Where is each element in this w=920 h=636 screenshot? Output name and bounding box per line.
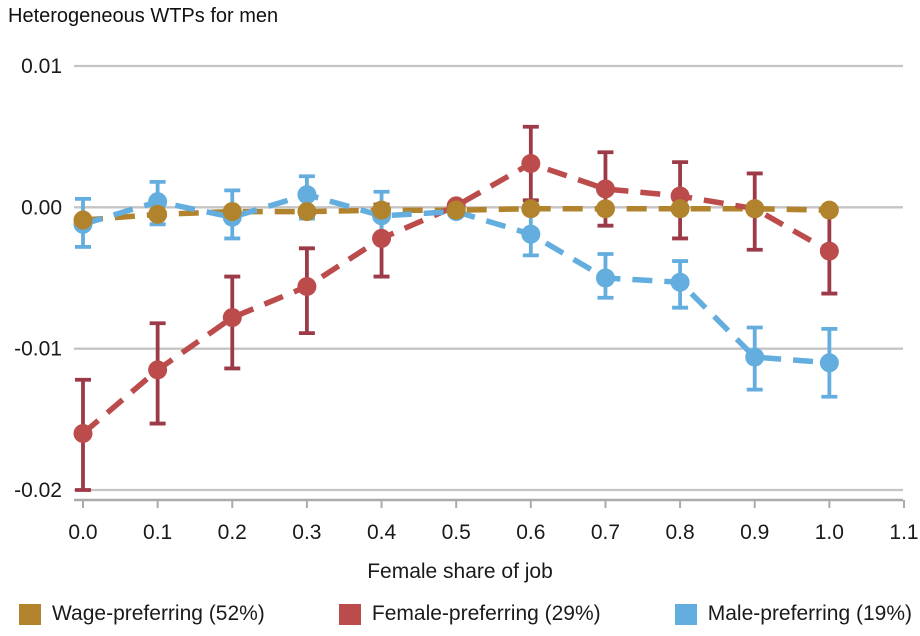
- error-bars: [75, 124, 838, 492]
- y-tick-label: -0.02: [14, 479, 62, 502]
- data-point-marker: [670, 199, 690, 219]
- data-point-marker: [73, 423, 93, 443]
- plot-area: 0.010.00-0.01-0.020.0 0.1 0.2 0.3 0.4 0.5 0.6 0…: [14, 55, 919, 544]
- data-point-marker: [297, 202, 317, 222]
- data-point-marker: [73, 210, 93, 230]
- legend-label: Female-preferring (29%): [371, 602, 601, 625]
- legend-item: Female-preferring (29%): [338, 602, 601, 626]
- data-point-marker: [372, 200, 392, 220]
- data-point-marker: [819, 200, 839, 220]
- series-line: [82, 205, 830, 223]
- legend: Wage-preferring (52%) Female-preferring (…: [0, 602, 920, 626]
- y-tick-label: -0.01: [14, 338, 62, 361]
- data-point-marker: [595, 199, 615, 219]
- markers: [73, 154, 839, 443]
- legend-swatch: [674, 603, 697, 625]
- data-point-marker: [595, 268, 615, 288]
- x-tick-label: 0.8: [665, 521, 694, 544]
- data-point-marker: [745, 199, 765, 219]
- series-line: [81, 160, 831, 436]
- legend-label: Male-preferring (19%): [707, 602, 912, 625]
- data-point-marker: [521, 199, 541, 219]
- x-tick-label: 0.3: [292, 521, 321, 544]
- x-tick-label: 0.7: [591, 521, 620, 544]
- data-point-marker: [297, 185, 317, 205]
- data-point-marker: [446, 200, 466, 220]
- data-point-marker: [372, 228, 392, 248]
- x-tick-label: 0.1: [143, 521, 172, 544]
- x-tick-label: 0.9: [740, 521, 769, 544]
- data-point-marker: [222, 308, 242, 328]
- chart-title: Heterogeneous WTPs for men: [8, 5, 279, 27]
- data-point-marker: [819, 353, 839, 373]
- x-axis-title: Female share of job: [367, 560, 553, 583]
- x-tick-label: 1.1: [889, 521, 918, 544]
- data-point-marker: [521, 154, 541, 174]
- legend-swatch: [338, 603, 361, 625]
- data-point-marker: [819, 241, 839, 261]
- data-point-marker: [595, 179, 615, 199]
- y-tick-label: 0.01: [21, 55, 62, 78]
- gridlines: 0.01 0.00 -0.01 -0.02: [14, 55, 903, 502]
- x-tick-label: 0.5: [442, 521, 471, 544]
- data-point-marker: [297, 276, 317, 296]
- x-tick-label: 1.0: [815, 521, 844, 544]
- legend-item: Wage-preferring (52%): [19, 602, 265, 626]
- legend-label: Wage-preferring (52%): [52, 602, 265, 625]
- y-tick-label: 0.00: [21, 196, 62, 219]
- x-tick-label: 0.2: [218, 521, 247, 544]
- x-axis: 0.0 0.1 0.2 0.3 0.4 0.5 0.6 0.7 0.8 0.9 1.0 1.1: [68, 498, 919, 544]
- data-point-marker: [521, 224, 541, 244]
- x-tick-label: 0.6: [516, 521, 545, 544]
- data-point-marker: [148, 204, 168, 224]
- x-tick-label: 0.0: [68, 521, 97, 544]
- data-point-marker: [148, 360, 168, 380]
- data-point-marker: [222, 202, 242, 222]
- legend-item: Male-preferring (19%): [674, 602, 912, 626]
- data-point-marker: [670, 272, 690, 292]
- x-tick-label: 0.4: [367, 521, 397, 544]
- data-point-marker: [745, 347, 765, 367]
- legend-swatch: [19, 603, 41, 625]
